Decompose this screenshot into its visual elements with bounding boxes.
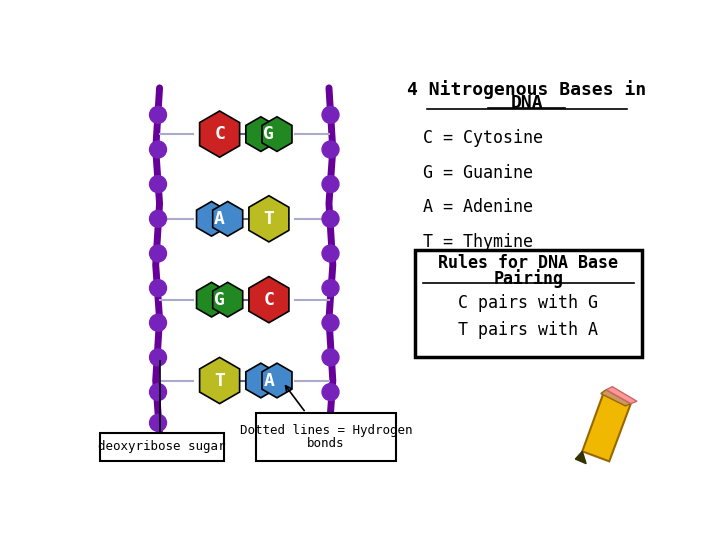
Text: Dotted lines = Hydrogen: Dotted lines = Hydrogen [240, 424, 412, 437]
Text: bonds: bonds [307, 437, 345, 450]
Text: 4 Nitrogenous Bases in: 4 Nitrogenous Bases in [408, 80, 647, 99]
Text: Pairing: Pairing [493, 268, 563, 288]
Circle shape [322, 176, 339, 193]
Text: T: T [264, 210, 274, 228]
Polygon shape [262, 363, 292, 398]
Text: T: T [214, 372, 225, 389]
Circle shape [322, 106, 339, 123]
Polygon shape [199, 111, 240, 157]
Polygon shape [575, 451, 586, 464]
FancyBboxPatch shape [256, 413, 396, 461]
Circle shape [322, 349, 339, 366]
Circle shape [150, 414, 166, 431]
Circle shape [150, 280, 166, 296]
Circle shape [150, 141, 166, 158]
Polygon shape [199, 357, 240, 403]
Circle shape [150, 349, 166, 366]
Circle shape [150, 245, 166, 262]
Polygon shape [212, 201, 243, 236]
Polygon shape [249, 195, 289, 242]
Text: Rules for DNA Base: Rules for DNA Base [438, 254, 618, 273]
Text: C pairs with G: C pairs with G [459, 294, 598, 313]
Circle shape [150, 176, 166, 193]
Text: T pairs with A: T pairs with A [459, 321, 598, 340]
Polygon shape [582, 392, 631, 461]
Circle shape [322, 210, 339, 227]
Circle shape [322, 280, 339, 296]
Text: DNA: DNA [510, 94, 543, 112]
Circle shape [322, 383, 339, 401]
Circle shape [322, 245, 339, 262]
Text: A: A [214, 210, 225, 228]
FancyBboxPatch shape [99, 433, 224, 461]
Circle shape [322, 141, 339, 158]
Text: C = Cytosine: C = Cytosine [423, 129, 543, 147]
Polygon shape [197, 282, 227, 317]
Polygon shape [606, 387, 637, 403]
Circle shape [150, 106, 166, 123]
Polygon shape [197, 201, 227, 236]
Polygon shape [262, 117, 292, 151]
Text: G: G [214, 291, 225, 309]
Circle shape [150, 210, 166, 227]
Circle shape [150, 383, 166, 401]
Circle shape [322, 314, 339, 331]
Text: C: C [264, 291, 274, 309]
Circle shape [322, 414, 339, 431]
Polygon shape [249, 276, 289, 323]
Circle shape [150, 314, 166, 331]
Polygon shape [246, 117, 276, 151]
Polygon shape [600, 390, 631, 406]
Text: A: A [264, 372, 274, 389]
Polygon shape [212, 282, 243, 317]
Text: C: C [214, 125, 225, 143]
Text: G: G [264, 125, 274, 143]
Text: T = Thymine: T = Thymine [423, 233, 533, 251]
Text: G = Guanine: G = Guanine [423, 164, 533, 181]
Text: A = Adenine: A = Adenine [423, 198, 533, 216]
Text: deoxyribose sugar: deoxyribose sugar [98, 440, 225, 453]
Polygon shape [246, 363, 276, 398]
FancyBboxPatch shape [415, 251, 642, 357]
